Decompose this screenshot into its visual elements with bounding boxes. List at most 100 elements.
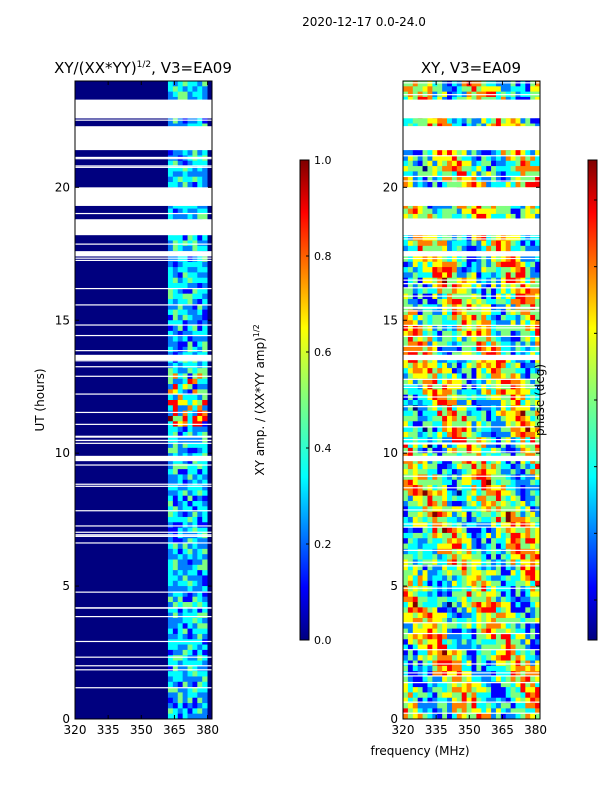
heatmap-cell [182, 697, 188, 704]
heatmap-cell [500, 118, 507, 124]
heatmap-cell [530, 511, 536, 518]
heatmap-cell [491, 357, 497, 364]
heatmap-cell [491, 639, 497, 645]
heatmap-cell [481, 362, 487, 369]
heatmap-cell [510, 479, 516, 486]
flagged-line [75, 156, 212, 159]
heatmap-cell [456, 543, 463, 550]
heatmap-cell [432, 86, 438, 93]
heatmap-cell [525, 341, 531, 348]
heatmap-cell [505, 298, 512, 305]
heatmap-cell [461, 314, 467, 321]
heatmap-cell [471, 665, 477, 672]
flagged-line [75, 591, 212, 593]
heatmap-cell [403, 176, 409, 183]
heatmap-cell [530, 681, 536, 688]
heatmap-cell [427, 665, 433, 672]
heatmap-cell [177, 687, 184, 693]
heatmap-cell [520, 703, 526, 709]
heatmap-cell [461, 283, 467, 289]
heatmap-cell [422, 160, 428, 167]
heatmap-cell [520, 400, 526, 406]
heatmap-cell [461, 288, 467, 295]
heatmap-cell [525, 671, 531, 677]
heatmap-cell [476, 283, 482, 289]
heatmap-cell [427, 490, 433, 497]
heatmap-cell [515, 708, 521, 715]
heatmap-cell [437, 426, 443, 433]
heatmap-cell [403, 697, 409, 704]
heatmap-cell [530, 458, 536, 465]
heatmap-cell [442, 86, 448, 93]
heatmap-cell [456, 665, 463, 672]
heatmap-cell [447, 612, 453, 619]
x-tick-label: 365 [491, 723, 514, 737]
heatmap-cell [403, 655, 409, 661]
heatmap-cell [202, 346, 208, 353]
heatmap-cell [530, 283, 536, 289]
heatmap-cell [172, 384, 179, 390]
heatmap-cell [422, 671, 428, 677]
heatmap-cell [172, 591, 179, 598]
heatmap-cell [500, 564, 507, 571]
heatmap-cell [525, 506, 531, 513]
heatmap-cell [481, 320, 487, 326]
heatmap-cell [442, 447, 448, 454]
heatmap-cell [495, 256, 502, 263]
heatmap-cell [456, 176, 463, 183]
heatmap-cell [451, 612, 458, 619]
heatmap-cell [461, 235, 467, 241]
heatmap-cell [481, 336, 487, 342]
heatmap-cell [422, 697, 428, 704]
heatmap-cell [491, 86, 497, 93]
heatmap-cell [456, 495, 463, 502]
heatmap-cell [177, 272, 184, 279]
heatmap-cell [403, 389, 409, 396]
heatmap-cell [515, 426, 521, 433]
heatmap-cell [432, 447, 438, 454]
heatmap-cell [432, 570, 438, 576]
heatmap-cell [535, 522, 540, 528]
heatmap-cell [456, 431, 463, 438]
heatmap-cell [510, 548, 516, 555]
heatmap-cell [486, 86, 492, 93]
heatmap-cell [427, 506, 433, 513]
heatmap-cell [456, 330, 463, 337]
heatmap-cell [187, 277, 193, 284]
heatmap-cell [456, 267, 463, 273]
heatmap-cell [515, 415, 521, 422]
heatmap-cell [530, 357, 536, 364]
heatmap-cell [486, 469, 492, 475]
heatmap-cell [177, 166, 184, 172]
heatmap-cell [486, 655, 492, 661]
heatmap-cell [500, 261, 507, 268]
heatmap-cell [403, 506, 409, 513]
heatmap-cell [530, 660, 536, 667]
heatmap-cell [167, 346, 174, 353]
heatmap-cell [192, 304, 198, 311]
heatmap-cell [456, 612, 463, 619]
amplitude-panel: XY/(XX*YY)1/2, V3=EA09 320 335 350 365 38005… [33, 59, 232, 737]
heatmap-cell [520, 506, 526, 513]
heatmap-cell [197, 208, 203, 215]
heatmap-cell [476, 309, 482, 316]
heatmap-cell [515, 118, 521, 124]
heatmap-cell [500, 697, 507, 704]
heatmap-cell [403, 150, 409, 156]
y-tick-label: 5 [62, 579, 70, 593]
heatmap-cell [442, 713, 448, 719]
heatmap-cell [167, 543, 174, 550]
heatmap-cell [412, 171, 419, 178]
heatmap-cell [432, 639, 438, 645]
heatmap-cell [471, 511, 477, 518]
heatmap-cell [447, 86, 453, 93]
heatmap-cell [197, 213, 203, 220]
heatmap-cell [197, 81, 203, 87]
heatmap-cell [422, 288, 428, 295]
heatmap-cell [407, 431, 414, 438]
heatmap-cell [476, 708, 482, 715]
heatmap-cell [481, 511, 487, 518]
heatmap-cell [510, 697, 516, 704]
heatmap-cell [476, 586, 482, 592]
heatmap-cell [500, 415, 507, 422]
